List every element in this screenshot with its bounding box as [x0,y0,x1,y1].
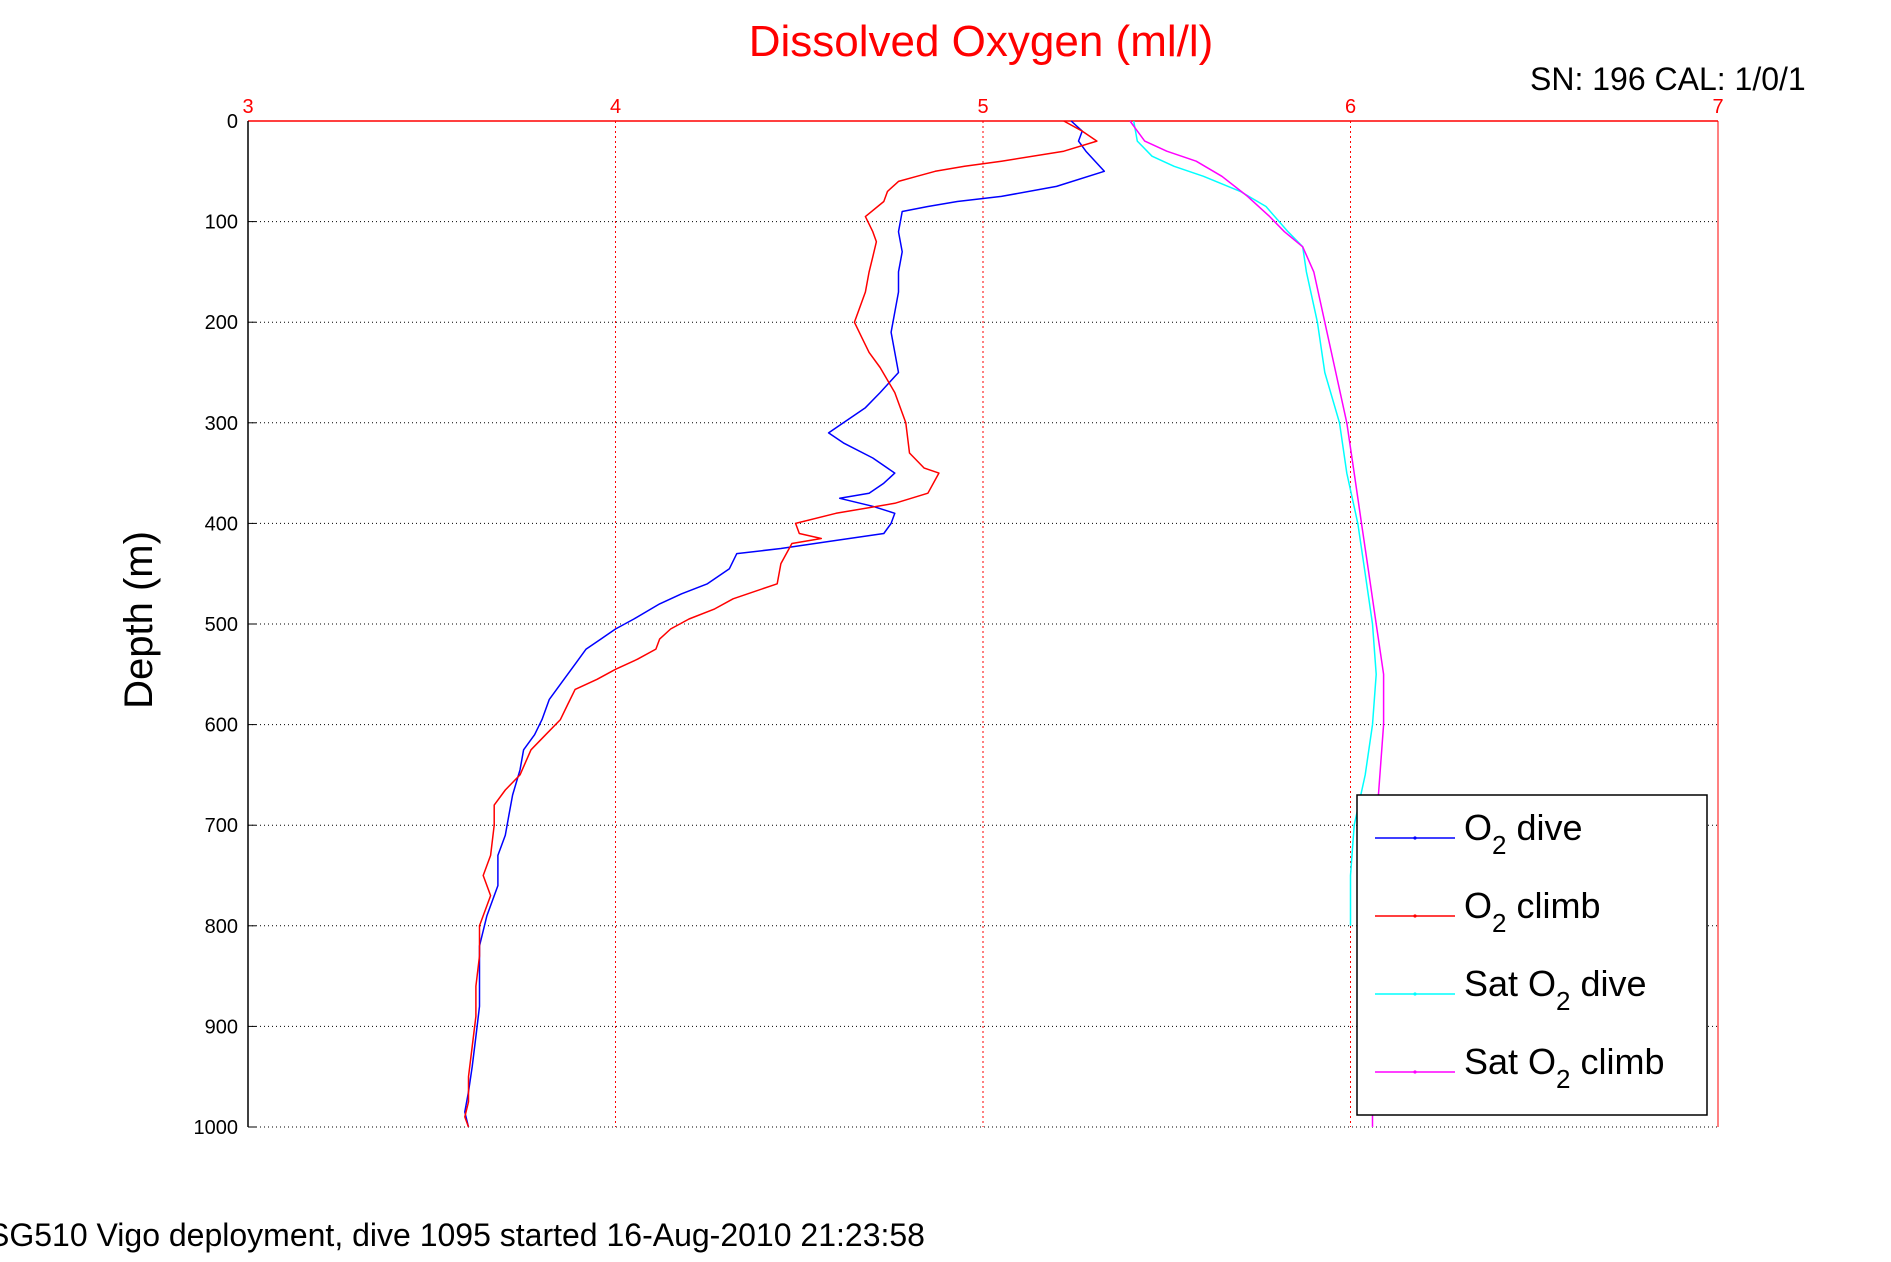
y-tick-label: 0 [227,111,238,133]
legend-marker [1413,992,1417,996]
y-tick-label: 900 [205,1016,238,1038]
y-tick-label: 400 [205,513,238,535]
legend-marker [1413,836,1417,840]
axes: 3 4 5 6 7 0 100 200 300 400 500 600 700 800 900 1000 [194,96,1724,1139]
y-tick-label: 1000 [194,1117,239,1139]
dive-caption: SG510 Vigo deployment, dive 1095 started… [0,1217,925,1253]
serial-calibration-label: SN: 196 CAL: 1/0/1 [1530,61,1806,97]
legend-entry-label: O2 climb [1464,885,1601,938]
x-tick-label: 3 [242,96,253,118]
series-line-2 [464,120,1098,1128]
x-tick-label: 7 [1712,96,1723,118]
y-tick-label: 100 [205,212,238,234]
legend-marker [1413,1070,1417,1074]
y-tick-label: 300 [205,413,238,435]
chart-title: Dissolved Oxygen (ml/l) [749,17,1214,66]
y-tick-label: 800 [205,916,238,938]
y-tick-label: 200 [205,312,238,334]
series-line-1 [464,120,1106,1128]
legend-entry-label: Sat O2 climb [1464,1041,1665,1094]
legend: O2 dive O2 climb Sat O2 dive Sat O2 climb [1356,794,1708,1116]
y-tick-label: 700 [205,815,238,837]
series-line-3 [1132,120,1377,926]
y-tick-label: 500 [205,614,238,636]
legend-marker [1413,914,1417,918]
x-tick-label: 6 [1345,96,1356,118]
x-tick-label: 5 [977,96,988,118]
x-tick-label: 4 [610,96,621,118]
legend-entry-label: O2 dive [1464,807,1583,860]
legend-box [1356,794,1708,1116]
y-tick-label: 600 [205,715,238,737]
legend-entry-label: Sat O2 dive [1464,963,1647,1016]
y-axis-label: Depth (m) [117,531,161,709]
